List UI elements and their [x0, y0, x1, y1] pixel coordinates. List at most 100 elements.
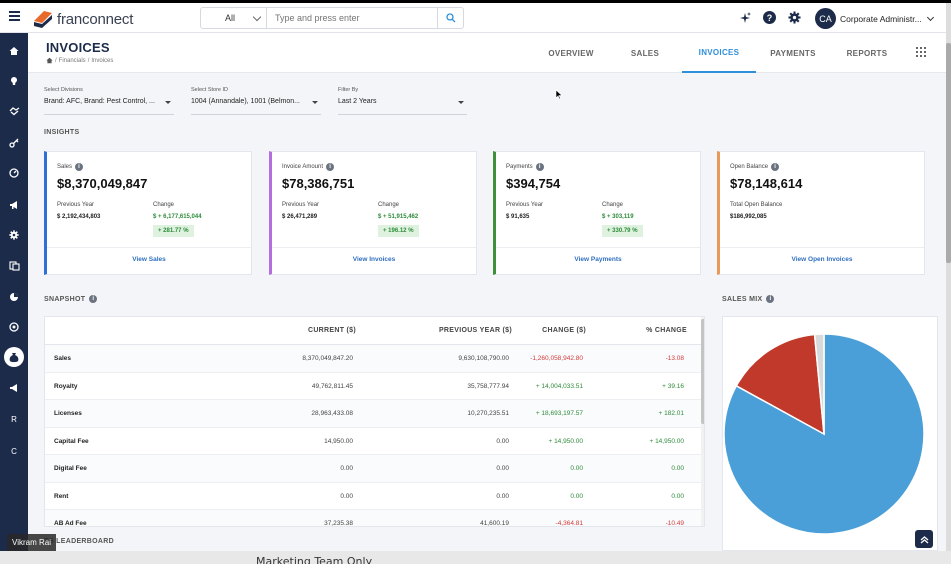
table-header: CURRENT ($) PREVIOUS YEAR ($) CHANGE ($)…	[45, 317, 704, 345]
row-label: Sales	[54, 355, 71, 362]
breadcrumb-invoices: Invoices	[91, 57, 114, 64]
column-header-current[interactable]: CURRENT ($)	[307, 327, 356, 334]
change-percent-badge: + 330.79 %	[602, 225, 643, 237]
settings-gear-icon[interactable]	[787, 10, 802, 25]
tab-payments[interactable]: PAYMENTS	[770, 48, 816, 58]
avatar: CA	[815, 8, 836, 29]
help-icon[interactable]: ?	[762, 10, 777, 25]
search-input[interactable]	[267, 8, 437, 28]
sidebar-item-c[interactable]: C	[0, 441, 28, 461]
left-sidebar: R C	[0, 33, 28, 551]
column-header-previous-year[interactable]: PREVIOUS YEAR ($)	[438, 327, 512, 334]
column-header-percent-change[interactable]: % CHANGE	[646, 327, 687, 334]
prev-year-value: $ 26,471,289	[282, 214, 318, 220]
snapshot-heading: SNAPSHOT i	[44, 295, 98, 303]
info-icon[interactable]: i	[326, 163, 335, 171]
tab-sales[interactable]: SALES	[630, 48, 660, 58]
chevron-down-icon	[926, 13, 935, 21]
gauge-icon[interactable]	[0, 163, 28, 183]
search-scope-select[interactable]: All	[201, 8, 267, 28]
pie-slice-1[interactable]	[735, 333, 825, 436]
scroll-to-top-button[interactable]	[915, 530, 933, 548]
tab-overview[interactable]: OVERVIEW	[548, 48, 594, 58]
filter-by-select[interactable]: Filter By Last 2 Years	[338, 87, 467, 115]
current-value: 37,235.38	[324, 520, 353, 527]
row-label: Digital Fee	[54, 465, 87, 472]
brand-name: franconnect	[57, 10, 134, 28]
column-header-change[interactable]: CHANGE ($)	[542, 327, 586, 334]
sales-mix-chart	[722, 316, 938, 551]
tab-invoices[interactable]: INVOICES	[682, 33, 756, 73]
global-search: All	[200, 7, 464, 29]
table-scrollbar[interactable]	[701, 317, 704, 526]
tab-reports[interactable]: REPORTS	[846, 48, 888, 58]
home-icon[interactable]	[46, 57, 53, 64]
pie-chart	[723, 333, 925, 535]
payments-card: Payments i $394,754 Previous Year $ 91,63…	[493, 151, 701, 275]
change-percent-badge: + 281.77 %	[153, 225, 194, 237]
search-scope-value: All	[225, 13, 236, 23]
info-icon[interactable]: i	[75, 163, 84, 171]
franconnect-logo[interactable]: franconnect	[32, 8, 133, 30]
documents-icon[interactable]	[0, 256, 28, 276]
lightbulb-icon[interactable]	[0, 71, 28, 91]
user-menu[interactable]: CA Corporate Administr...	[815, 8, 935, 29]
change-value: + 18,693,197.57	[535, 410, 583, 417]
page-scrollbar[interactable]	[946, 3, 951, 551]
percent-change-value: -13.08	[665, 355, 684, 362]
search-button[interactable]	[437, 8, 463, 28]
target-icon[interactable]	[0, 317, 28, 337]
info-icon[interactable]: i	[766, 295, 775, 303]
change-value: + 14,950.00	[548, 437, 583, 445]
sparkle-icon[interactable]	[737, 10, 752, 25]
caret-down-icon	[165, 101, 171, 104]
money-bag-icon[interactable]	[0, 347, 28, 367]
megaphone-icon[interactable]	[0, 195, 28, 215]
pie-slice-2[interactable]	[813, 333, 825, 435]
insights-heading: INSIGHTS	[44, 129, 80, 136]
prev-year-label: Previous Year	[506, 202, 544, 208]
campaign-icon[interactable]	[0, 378, 28, 398]
tab-bar: OVERVIEW SALES INVOICES PAYMENTS REPORTS	[534, 33, 904, 73]
page-header: INVOICES / Financials / Invoices OVERVIE…	[28, 33, 946, 73]
background-window-strip: Marketing Team Only	[0, 551, 951, 564]
search-icon	[445, 13, 455, 23]
key-icon[interactable]	[0, 133, 28, 153]
info-icon[interactable]: i	[535, 163, 544, 171]
info-icon[interactable]: i	[771, 163, 780, 171]
info-icon[interactable]: i	[89, 295, 98, 303]
hamburger-menu-icon[interactable]	[6, 9, 24, 27]
previous-year-value: 0.00	[496, 492, 509, 500]
divisions-select[interactable]: Select Divisions Brand: AFC, Brand: Pest…	[44, 87, 174, 115]
card-title: Invoice Amount	[282, 164, 324, 170]
sales-card: Sales i $8,370,049,847 Previous Year $ 2,…	[44, 151, 252, 275]
filter-label: Select Divisions	[44, 87, 83, 93]
total-open-balance-value: $186,992,085	[730, 214, 767, 220]
store-id-select[interactable]: Select Store ID 1004 (Annandale), 1001 (…	[191, 87, 321, 115]
row-label: Royalty	[54, 382, 78, 390]
view-invoices-link[interactable]: View Invoices	[352, 256, 396, 263]
home-icon[interactable]	[0, 41, 28, 61]
current-value: 0.00	[340, 492, 353, 500]
gear-icon[interactable]	[0, 225, 28, 245]
change-value: 0.00	[570, 492, 583, 500]
breadcrumb-financials[interactable]: Financials	[58, 57, 86, 64]
view-sales-link[interactable]: View Sales	[132, 256, 166, 263]
apps-grid-icon[interactable]	[916, 47, 926, 57]
change-label: Change	[153, 202, 175, 208]
total-open-balance-label: Total Open Balance	[730, 202, 783, 208]
prev-year-label: Previous Year	[57, 202, 95, 208]
sidebar-item-r[interactable]: R	[0, 409, 28, 429]
top-bar: franconnect All ? CA Corporate Administr…	[0, 3, 946, 33]
current-value: 0.00	[340, 465, 353, 472]
leaderboard-heading: ES LEADERBOARD	[44, 538, 114, 545]
view-payments-link[interactable]: View Payments	[574, 256, 622, 263]
pie-chart-icon[interactable]	[0, 287, 28, 307]
caret-down-icon	[458, 101, 464, 104]
current-value: 49,762,811.45	[311, 382, 353, 390]
prev-year-value: $ 2,192,434,803	[57, 214, 101, 220]
table-row: Digital Fee 0.00 0.00 0.00 0.00	[45, 455, 701, 483]
handshake-icon[interactable]	[0, 101, 28, 121]
view-open-invoices-link[interactable]: View Open Invoices	[791, 256, 853, 263]
previous-year-value: 10,270,235.51	[467, 410, 509, 417]
